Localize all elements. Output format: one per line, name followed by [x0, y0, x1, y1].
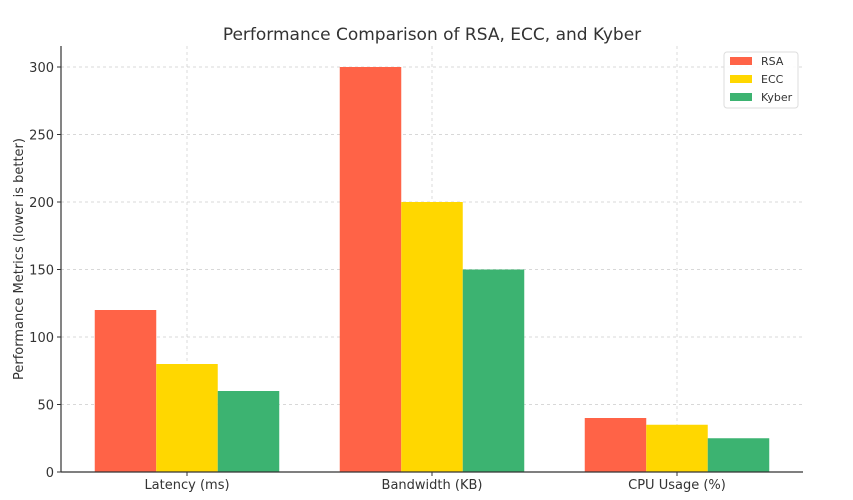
y-tick-label: 50 [37, 399, 54, 414]
bar-ecc-1 [401, 202, 463, 472]
legend-swatch-rsa [730, 57, 752, 65]
bar-kyber-2 [707, 438, 770, 472]
bar-ecc-0 [156, 364, 218, 472]
x-tick-label: CPU Usage (%) [628, 478, 726, 493]
y-tick-label: 150 [29, 264, 54, 279]
y-tick-label: 200 [29, 196, 54, 211]
y-tick-label: 0 [46, 466, 54, 481]
axes: 0 50 100 150 200 250 300 Latency (ms) Bandwidth … [29, 46, 803, 493]
bar-rsa-2 [584, 418, 647, 472]
legend-label: ECC [761, 73, 784, 86]
legend-swatch-ecc [730, 75, 752, 83]
y-tick-label: 250 [29, 129, 54, 144]
y-tick-label: 300 [29, 61, 54, 76]
x-tick-label: Bandwidth (KB) [382, 478, 483, 493]
x-tick-label: Latency (ms) [144, 478, 229, 493]
bar-kyber-1 [462, 269, 525, 472]
legend-label: RSA [761, 55, 784, 68]
chart-title: Performance Comparison of RSA, ECC, and … [223, 25, 641, 45]
bar-rsa-1 [339, 67, 402, 472]
legend-swatch-kyber [730, 93, 752, 101]
legend: RSA ECC Kyber [723, 51, 799, 109]
bar-rsa-0 [94, 310, 157, 472]
bar-kyber-0 [217, 391, 280, 472]
y-axis-label: Performance Metrics (lower is better) [12, 138, 27, 380]
y-tick-label: 100 [29, 331, 54, 346]
legend-label: Kyber [761, 91, 793, 104]
bar-ecc-2 [646, 424, 708, 472]
bars [94, 67, 770, 472]
